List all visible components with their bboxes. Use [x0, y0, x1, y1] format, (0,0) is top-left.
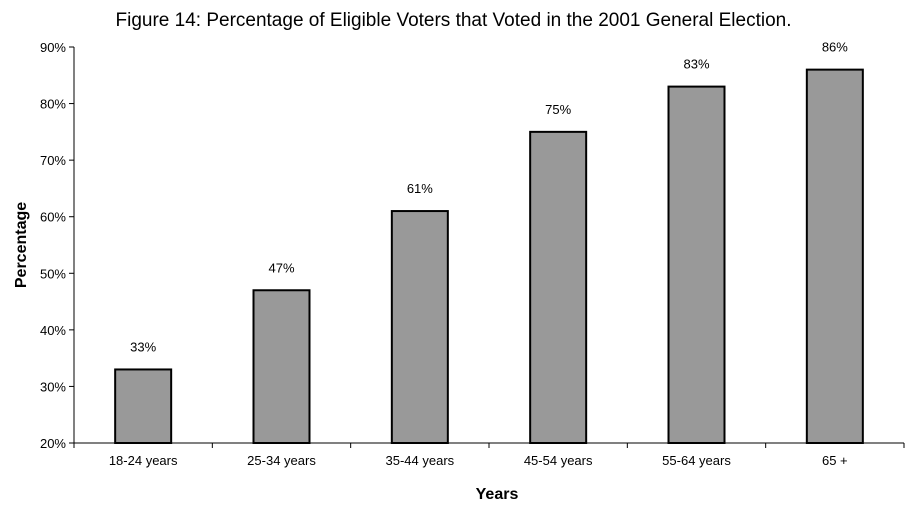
x-tick-label: 25-34 years	[247, 453, 316, 468]
y-tick-label: 30%	[40, 379, 66, 394]
x-tick-label: 55-64 years	[662, 453, 731, 468]
x-tick-label: 45-54 years	[524, 453, 593, 468]
chart-title: Figure 14: Percentage of Eligible Voters…	[115, 10, 792, 31]
y-tick-label: 70%	[40, 153, 66, 168]
x-axis-title: Years	[476, 486, 519, 503]
data-label: 75%	[545, 102, 571, 117]
x-tick-label: 65 +	[822, 453, 848, 468]
data-label: 86%	[822, 40, 848, 55]
y-axis-title: Percentage	[13, 202, 30, 288]
data-label: 47%	[268, 260, 294, 275]
bar	[667, 85, 726, 444]
bar	[529, 130, 588, 444]
data-label: 61%	[407, 181, 433, 196]
bar	[805, 68, 864, 444]
plot-area: 33% 47% 61% 75% 83% 86% 20% 30% 40% 50% 60% 70% 80% 9…	[40, 40, 905, 468]
x-tick-label: 35-44 years	[386, 453, 455, 468]
bar	[114, 368, 173, 445]
bar	[390, 210, 449, 444]
y-tick-label: 80%	[40, 97, 66, 112]
x-tick-label: 18-24 years	[109, 453, 178, 468]
y-tick-label: 20%	[40, 436, 66, 451]
y-tick-label: 90%	[40, 40, 66, 55]
y-tick-label: 40%	[40, 323, 66, 338]
y-tick-label: 60%	[40, 210, 66, 225]
data-label: 83%	[683, 57, 709, 72]
y-tick-label: 50%	[40, 266, 66, 281]
bar	[252, 289, 311, 444]
data-label: 33%	[130, 339, 156, 354]
